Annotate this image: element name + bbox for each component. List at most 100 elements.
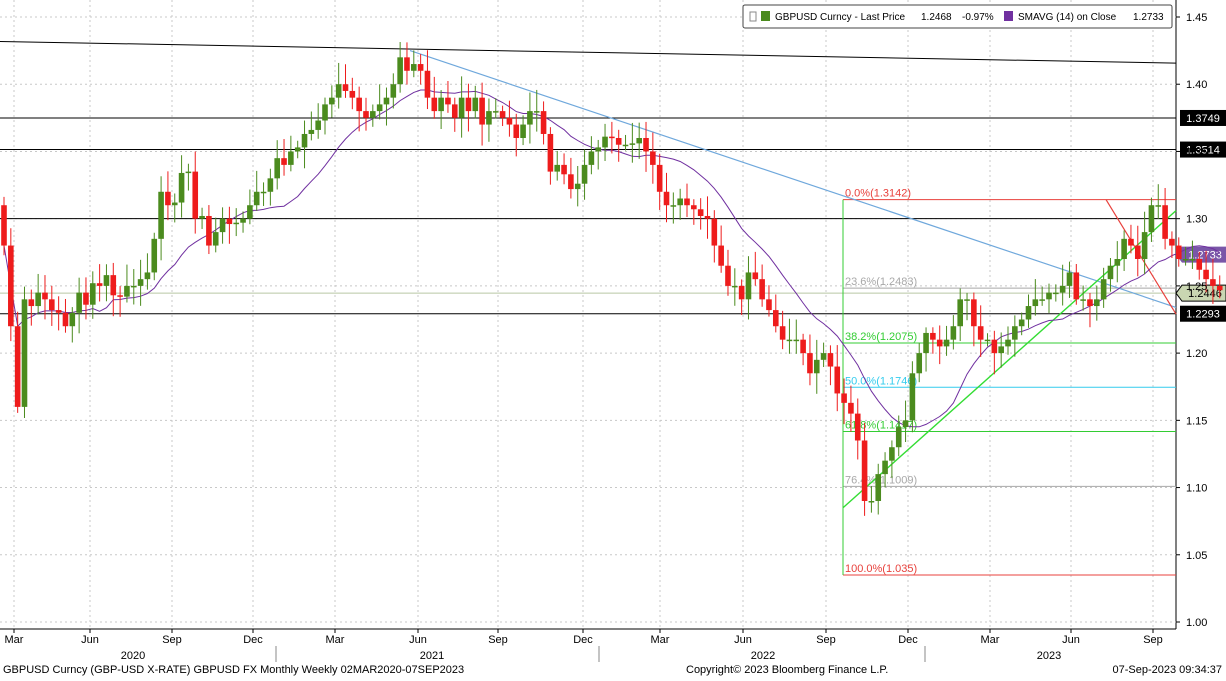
long-term-resistance-line	[0, 40, 1177, 64]
candle-body	[165, 191, 171, 206]
candle-body	[732, 285, 738, 288]
x-month-label: Mar	[651, 634, 670, 646]
candle-body	[704, 215, 711, 219]
fib-label: 38.2%(1.2075)	[845, 331, 917, 343]
candle-body	[335, 84, 342, 98]
footer-copyright: Copyright© 2023 Bloomberg Finance L.P.	[686, 664, 889, 676]
candle-body	[643, 138, 649, 152]
candle-body	[725, 265, 731, 286]
candle-body	[1169, 238, 1175, 246]
trendlines	[0, 40, 1177, 509]
candle-body	[199, 215, 205, 219]
candle-body	[294, 147, 301, 152]
y-tick-label: 1.35	[1186, 146, 1207, 158]
candle-body	[527, 111, 533, 125]
candle-body	[1134, 245, 1141, 259]
x-year-label: 2020	[121, 650, 145, 662]
candle-body	[1203, 269, 1209, 280]
candle-body	[233, 222, 240, 225]
candle-body	[1210, 279, 1216, 286]
candle-body	[841, 393, 847, 403]
candle-body	[711, 218, 718, 246]
x-month-label: Sep	[816, 634, 836, 646]
fib-label: 76.4%(1.1009)	[845, 474, 917, 486]
candle-body	[28, 299, 35, 307]
x-month-label: Dec	[243, 634, 263, 646]
candle-body	[35, 292, 41, 307]
candle-body	[8, 245, 14, 327]
candle-body	[977, 326, 984, 340]
y-tick-label: 1.40	[1186, 79, 1207, 91]
level-tag	[1180, 305, 1226, 322]
candle-body	[848, 402, 854, 414]
candle-body	[342, 84, 349, 91]
x-month-label: Jun	[1062, 634, 1080, 646]
candle-body	[397, 57, 403, 85]
candle-body	[889, 447, 895, 461]
x-month-label: Mar	[326, 634, 345, 646]
candle-body	[376, 104, 383, 112]
candle-body	[185, 171, 192, 174]
candle-body	[431, 97, 438, 112]
x-month-label: Dec	[898, 634, 918, 646]
candle-body	[1059, 285, 1066, 293]
candle-body	[117, 295, 123, 297]
candle-body	[192, 171, 199, 219]
fib-label: 0.0%(1.3142)	[845, 188, 911, 200]
footer-description: GBPUSD Curncy (GBP-USD X-RATE) GBPUSD FX…	[3, 664, 465, 676]
candle-body	[656, 164, 663, 192]
candle-body	[547, 133, 554, 172]
candle-body	[445, 97, 451, 105]
candle-body	[998, 346, 1004, 354]
candle-body	[315, 120, 321, 130]
candle-body	[1121, 238, 1127, 259]
candle-body	[1196, 259, 1203, 270]
candle-body	[1175, 245, 1182, 259]
candle-body	[602, 136, 608, 148]
candle-body	[110, 275, 117, 296]
candle-body	[247, 205, 253, 219]
candle-body	[1087, 299, 1093, 307]
candle-body	[964, 299, 970, 301]
candle-body	[561, 164, 567, 175]
price-tag-label: 1.2446	[1188, 288, 1222, 300]
level-tag-label: 1.3514	[1186, 145, 1220, 157]
candle-body	[718, 245, 724, 266]
legend-price-label: GBPUSD Curncy - Last Price	[775, 12, 905, 23]
candle-body	[786, 339, 793, 342]
candle-body	[76, 292, 82, 313]
candle-body	[1073, 272, 1080, 300]
candle-body	[533, 111, 540, 113]
candle-body	[411, 64, 417, 71]
candle-body	[260, 191, 267, 194]
candle-body	[936, 339, 943, 347]
candle-body	[1080, 299, 1086, 301]
candle-body	[807, 353, 813, 374]
y-tick-label: 1.05	[1186, 550, 1207, 562]
candle-body	[697, 209, 704, 216]
candle-body	[636, 138, 642, 144]
candle-body	[574, 183, 581, 190]
candle-body	[663, 191, 670, 206]
candle-body	[745, 272, 752, 300]
candle-body	[404, 57, 410, 71]
x-month-label: Dec	[573, 634, 593, 646]
candle-body	[383, 97, 390, 105]
candle-body	[827, 353, 834, 367]
candle-body	[1189, 259, 1196, 261]
candle-body	[677, 198, 683, 206]
legend-toggle-icon[interactable]	[749, 11, 757, 22]
candle-body	[595, 147, 602, 152]
legend-price-value: 1.2468	[921, 12, 952, 23]
candle-body	[356, 97, 362, 112]
candle-body	[144, 272, 151, 280]
candle-body	[281, 158, 287, 165]
candle-body	[212, 232, 219, 246]
candle-body	[629, 143, 636, 145]
candle-body	[308, 129, 315, 134]
candle-body	[1039, 299, 1045, 301]
level-tag-label: 1.2293	[1186, 309, 1220, 321]
candle-body	[834, 366, 841, 394]
candle-body	[691, 205, 697, 210]
